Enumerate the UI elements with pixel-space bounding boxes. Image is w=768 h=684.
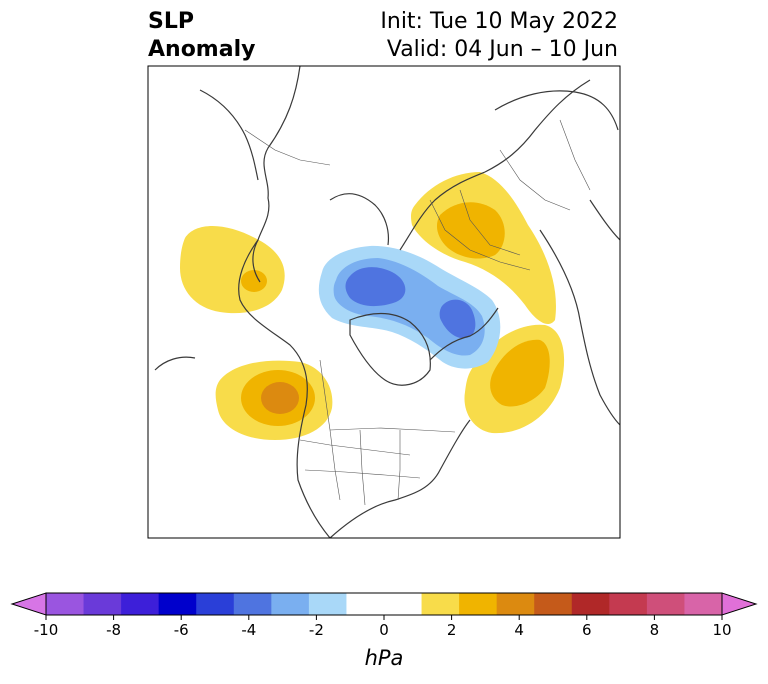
- colorbar-tick-label: 0: [379, 621, 389, 639]
- colorbar-swatch: [459, 593, 498, 615]
- colorbar-swatch: [271, 593, 310, 615]
- colorbar-swatch: [83, 593, 122, 615]
- political-borders: [244, 119, 591, 506]
- colorbar-swatch: [421, 593, 460, 615]
- colorbar-tick-label: -4: [241, 621, 256, 639]
- coastlines: [154, 66, 620, 538]
- colorbar-tick-label: -8: [106, 621, 121, 639]
- colorbar-swatch: [646, 593, 685, 615]
- colorbar-tick-label: 6: [582, 621, 592, 639]
- anomaly-map: [147, 65, 621, 539]
- title-line-2: Anomaly: [148, 37, 256, 62]
- colorbar-swatch: [684, 593, 723, 615]
- init-date-label: Init: Tue 10 May 2022: [380, 9, 618, 34]
- negative-anomaly-arctic: [318, 245, 501, 369]
- colorbar: -10 -8 -6 -4 -2 0 2 4 6 8 10: [10, 592, 758, 639]
- colorbar-ticks: -10 -8 -6 -4 -2 0 2 4 6 8 10: [34, 615, 732, 639]
- colorbar-swatch: [233, 593, 272, 615]
- valid-period-label: Valid: 04 Jun – 10 Jun: [386, 37, 618, 62]
- colorbar-swatch: [609, 593, 648, 615]
- positive-anomaly-western-russia: [411, 172, 556, 325]
- colorbar-swatch: [384, 593, 423, 615]
- colorbar-tick-label: 10: [712, 621, 731, 639]
- positive-anomaly-gulf-of-alaska: [180, 226, 285, 314]
- colorbar-swatch: [346, 593, 385, 615]
- colorbar-swatches: [10, 592, 758, 616]
- colorbar-swatch: [534, 593, 573, 615]
- colorbar-swatch: [196, 593, 235, 615]
- colorbar-unit-label: hPa: [364, 646, 404, 670]
- colorbar-swatch: [121, 593, 160, 615]
- colorbar-tick-label: -6: [174, 621, 189, 639]
- colorbar-swatch: [571, 593, 610, 615]
- map-title: SLP Anomaly: [148, 8, 255, 64]
- colorbar-swatch: [496, 593, 535, 615]
- colorbar-tick-label: -2: [309, 621, 324, 639]
- positive-anomaly-pacific-northwest: [215, 360, 333, 440]
- colorbar-tick-label: 4: [514, 621, 524, 639]
- colorbar-swatch: [46, 593, 85, 615]
- colorbar-tick-label: -10: [34, 621, 59, 639]
- colorbar-tick-label: 2: [447, 621, 457, 639]
- forecast-dates: Init: Tue 10 May 2022 Valid: 04 Jun – 10…: [380, 8, 618, 64]
- colorbar-tick-label: 8: [650, 621, 660, 639]
- colorbar-arrow-low: [10, 592, 47, 616]
- map-frame: [147, 65, 621, 539]
- title-line-1: SLP: [148, 9, 194, 34]
- colorbar-swatch: [158, 593, 197, 615]
- colorbar-swatch: [308, 593, 347, 615]
- colorbar-arrow-high: [721, 592, 758, 616]
